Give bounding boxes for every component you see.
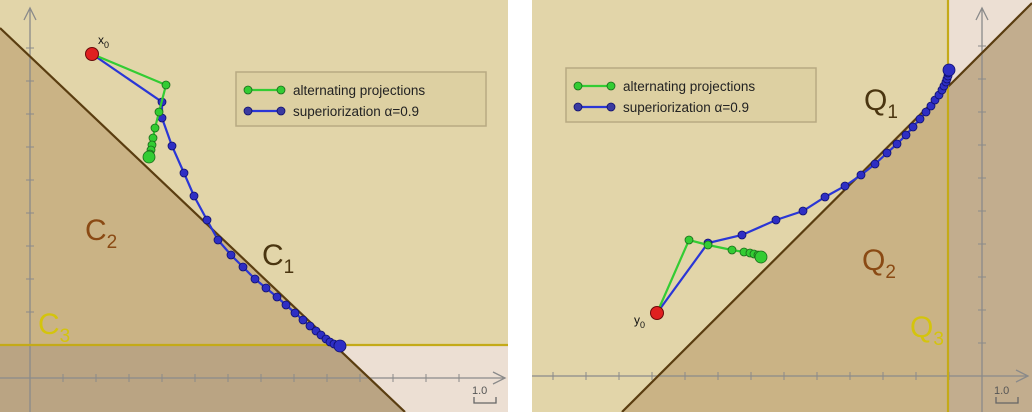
superiorization-point: [213, 235, 223, 245]
legend-alternating-marker: [573, 81, 616, 91]
label-q2: Q2: [862, 244, 896, 283]
label-c1: C1: [262, 239, 294, 278]
alternating-point: [703, 240, 713, 250]
alternating-point: [150, 123, 160, 133]
legend-superiorization-marker: [243, 106, 286, 116]
superiorization-point: [281, 300, 291, 310]
superiorization-point: [921, 107, 931, 117]
superiorization-point: [202, 215, 212, 225]
legend: alternating projections superiorization …: [565, 67, 817, 123]
superiorization-point: [926, 101, 936, 111]
start-point-y0: [650, 306, 664, 320]
alternating-projections-path: [655, 235, 768, 314]
superiorization-point: [238, 262, 248, 272]
label-q3: Q3: [910, 311, 944, 350]
alternating-point: [161, 80, 171, 90]
superiorization-point: [189, 191, 199, 201]
superiorization-point: [179, 168, 189, 178]
alternating-projections-path: [91, 52, 171, 164]
superiorization-point: [915, 114, 925, 124]
superiorization-point: [908, 122, 918, 132]
superiorization-point: [305, 321, 315, 331]
superiorization-point: [261, 283, 271, 293]
alternating-point: [684, 235, 694, 245]
legend-alternating-label: alternating projections: [623, 79, 755, 94]
superiorization-point: [840, 181, 850, 191]
superiorization-path: [91, 53, 347, 353]
superiorization-point: [882, 148, 892, 158]
label-q1: Q1: [864, 84, 898, 123]
start-point-x0: [85, 47, 99, 61]
alternating-point: [754, 250, 768, 264]
scale-label: 1.0: [472, 385, 487, 397]
superiorization-point: [771, 215, 781, 225]
alternating-point: [727, 245, 737, 255]
superiorization-point: [298, 315, 308, 325]
right-diagram-panel: Q1 Q2 Q3 alternating projections superio…: [532, 0, 1032, 412]
superiorization-point: [856, 170, 866, 180]
legend-alternating-label: alternating projections: [293, 83, 425, 98]
superiorization-point: [290, 308, 300, 318]
label-y0: y0: [634, 313, 645, 330]
superiorization-point: [226, 250, 236, 260]
superiorization-point: [820, 192, 830, 202]
superiorization-point: [737, 230, 747, 240]
superiorization-point: [272, 292, 282, 302]
superiorization-point: [250, 274, 260, 284]
left-diagram: C2 C1 C3 alternating projections superio…: [0, 0, 508, 412]
alternating-point: [154, 107, 164, 117]
legend-box: [565, 67, 817, 123]
left-diagram-panel: C2 C1 C3 alternating projections superio…: [0, 0, 508, 412]
legend: alternating projections superiorization …: [235, 71, 487, 127]
legend-alternating-marker: [243, 85, 286, 95]
scale-bar: 1.0: [994, 385, 1019, 404]
scale-label: 1.0: [994, 385, 1009, 397]
legend-box: [235, 71, 487, 127]
alternating-point: [142, 150, 156, 164]
right-diagram: Q1 Q2 Q3 alternating projections superio…: [532, 0, 1032, 412]
legend-superiorization-marker: [573, 102, 616, 112]
superiorization-point: [892, 139, 902, 149]
superiorization-point: [798, 206, 808, 216]
set-q3-region: [948, 3, 1032, 412]
axis-ticks: [552, 45, 986, 380]
superiorization-point: [870, 159, 880, 169]
label-c2: C2: [85, 214, 117, 253]
superiorization-point: [167, 141, 177, 151]
label-c3: C3: [38, 308, 70, 347]
set-q1-boundary-line: [621, 2, 1032, 412]
superiorization-path: [656, 63, 956, 314]
superiorization-point: [942, 63, 956, 77]
superiorization-point: [901, 130, 911, 140]
scale-bar: 1.0: [472, 385, 497, 404]
legend-superiorization-label: superiorization α=0.9: [623, 100, 749, 115]
superiorization-point: [333, 339, 347, 353]
axes: [532, 6, 1030, 412]
label-x0: x0: [98, 33, 109, 50]
legend-superiorization-label: superiorization α=0.9: [293, 104, 419, 119]
